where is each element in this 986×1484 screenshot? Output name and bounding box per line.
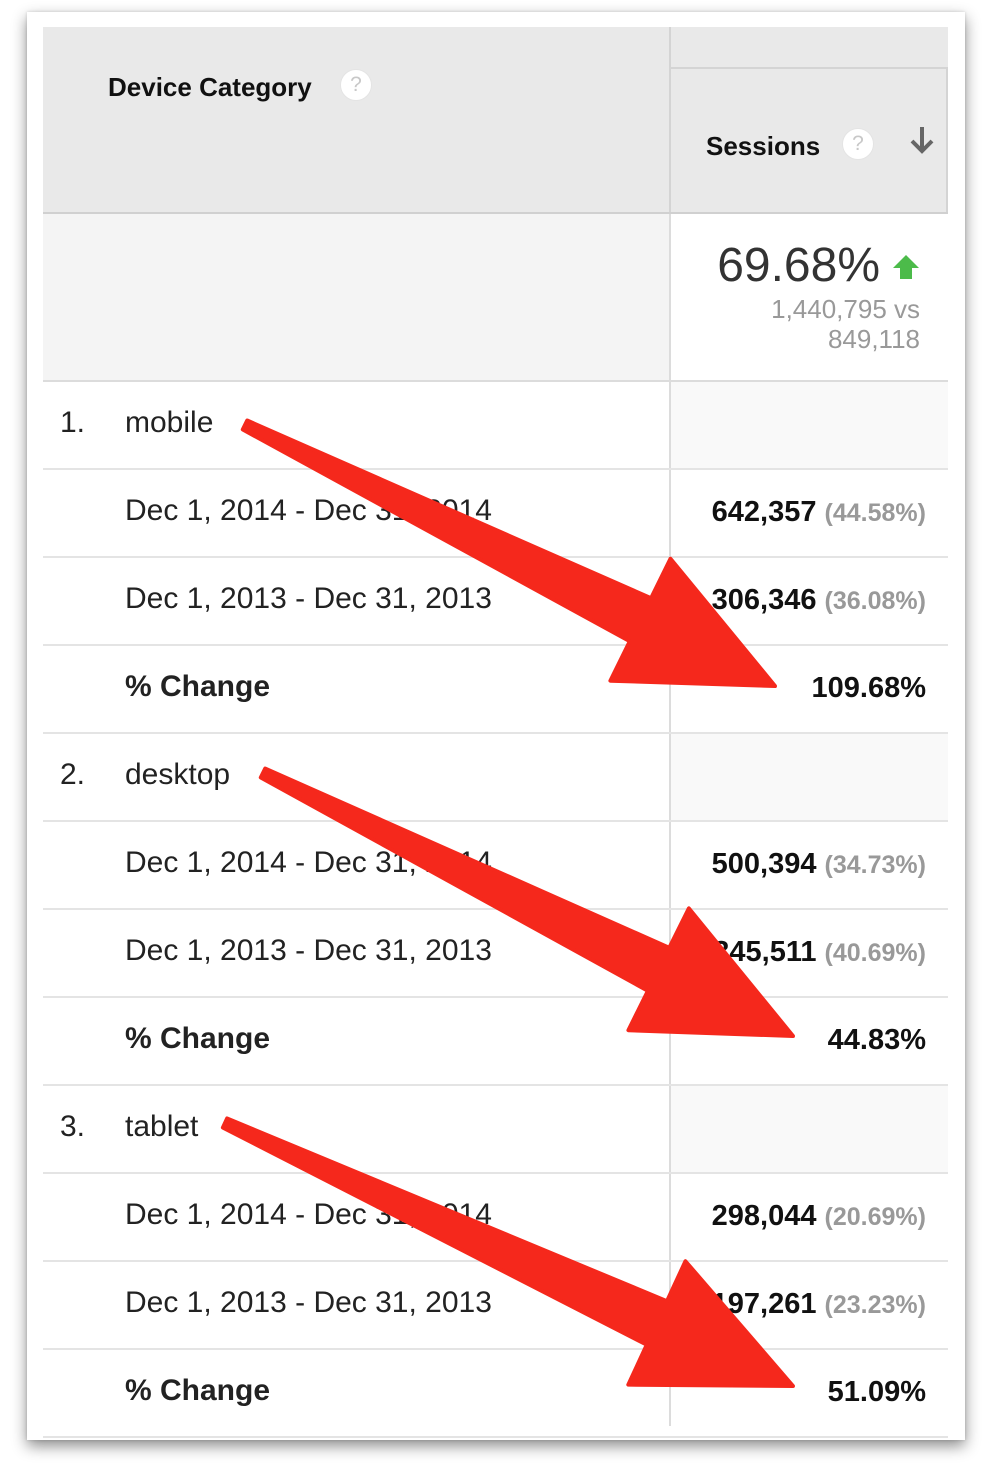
change-label: % Change <box>125 670 271 703</box>
rank: 3. <box>60 1110 86 1143</box>
sessions-value: 306,346 <box>711 584 817 616</box>
change-label: % Change <box>125 1022 271 1055</box>
period-row: Dec 1, 2014 - Dec 31, 2014 500,394 (34.7… <box>43 822 948 910</box>
change-value: 44.83% <box>827 1024 926 1056</box>
period-row: Dec 1, 2014 - Dec 31, 2014 642,357 (44.5… <box>43 470 948 558</box>
column-header-sessions[interactable]: Sessions <box>706 131 821 161</box>
rank: 1. <box>60 406 86 439</box>
period-row: Dec 1, 2013 - Dec 31, 2013 197,261 (23.2… <box>43 1262 948 1350</box>
period-label: Dec 1, 2014 - Dec 31, 2014 <box>125 494 492 527</box>
sessions-value: 298,044 <box>711 1200 817 1232</box>
previous-total: 849,118 <box>827 324 920 354</box>
device-row-mobile[interactable]: 1. mobile <box>43 382 948 470</box>
sessions-share: (36.08%) <box>824 587 926 615</box>
period-label: Dec 1, 2013 - Dec 31, 2013 <box>125 582 492 615</box>
change-value: 51.09% <box>827 1376 926 1408</box>
change-row: % Change 51.09% <box>43 1350 948 1438</box>
device-name[interactable]: tablet <box>125 1110 199 1143</box>
device-row-tablet[interactable]: 3. tablet <box>43 1086 948 1174</box>
sessions-value: 345,511 <box>713 936 817 968</box>
summary-row: 69.68% 1,440,795 vs 849,118 <box>43 214 948 382</box>
sessions-share: (34.73%) <box>824 851 926 879</box>
sessions-value: 642,357 <box>711 496 817 528</box>
rank: 2. <box>60 758 86 791</box>
sort-descending-icon[interactable] <box>909 125 935 155</box>
period-label: Dec 1, 2014 - Dec 31, 2014 <box>125 1198 492 1231</box>
period-label: Dec 1, 2014 - Dec 31, 2014 <box>125 846 492 879</box>
column-header-device-category[interactable]: Device Category <box>108 72 312 102</box>
period-row: Dec 1, 2013 - Dec 31, 2013 345,511 (40.6… <box>43 910 948 998</box>
device-row-desktop[interactable]: 2. desktop <box>43 734 948 822</box>
change-row: % Change 109.68% <box>43 646 948 734</box>
sessions-share: (44.58%) <box>824 499 926 527</box>
device-name[interactable]: desktop <box>125 758 231 791</box>
device-rows: 1. mobile Dec 1, 2014 - Dec 31, 2014 642… <box>43 382 948 1438</box>
current-total: 1,440,795 vs <box>771 294 920 324</box>
sessions-value: 197,261 <box>711 1288 817 1320</box>
period-row: Dec 1, 2013 - Dec 31, 2013 306,346 (36.0… <box>43 558 948 646</box>
table-header: Device Category ? Sessions ? <box>43 27 948 214</box>
change-value: 109.68% <box>811 672 927 704</box>
change-label: % Change <box>125 1374 271 1407</box>
device-name[interactable]: mobile <box>125 406 214 439</box>
period-label: Dec 1, 2013 - Dec 31, 2013 <box>125 934 492 967</box>
sessions-value: 500,394 <box>711 848 817 880</box>
period-label: Dec 1, 2013 - Dec 31, 2013 <box>125 1286 492 1319</box>
period-row: Dec 1, 2014 - Dec 31, 2014 298,044 (20.6… <box>43 1174 948 1262</box>
change-row: % Change 44.83% <box>43 998 948 1086</box>
sessions-share: (40.69%) <box>824 939 926 967</box>
sessions-share: (20.69%) <box>824 1203 926 1231</box>
help-icon[interactable]: ? <box>842 128 874 160</box>
help-icon[interactable]: ? <box>340 69 372 101</box>
arrow-up-icon <box>893 255 919 279</box>
sessions-share: (23.23%) <box>824 1291 926 1319</box>
total-change: 69.68% <box>717 239 880 292</box>
